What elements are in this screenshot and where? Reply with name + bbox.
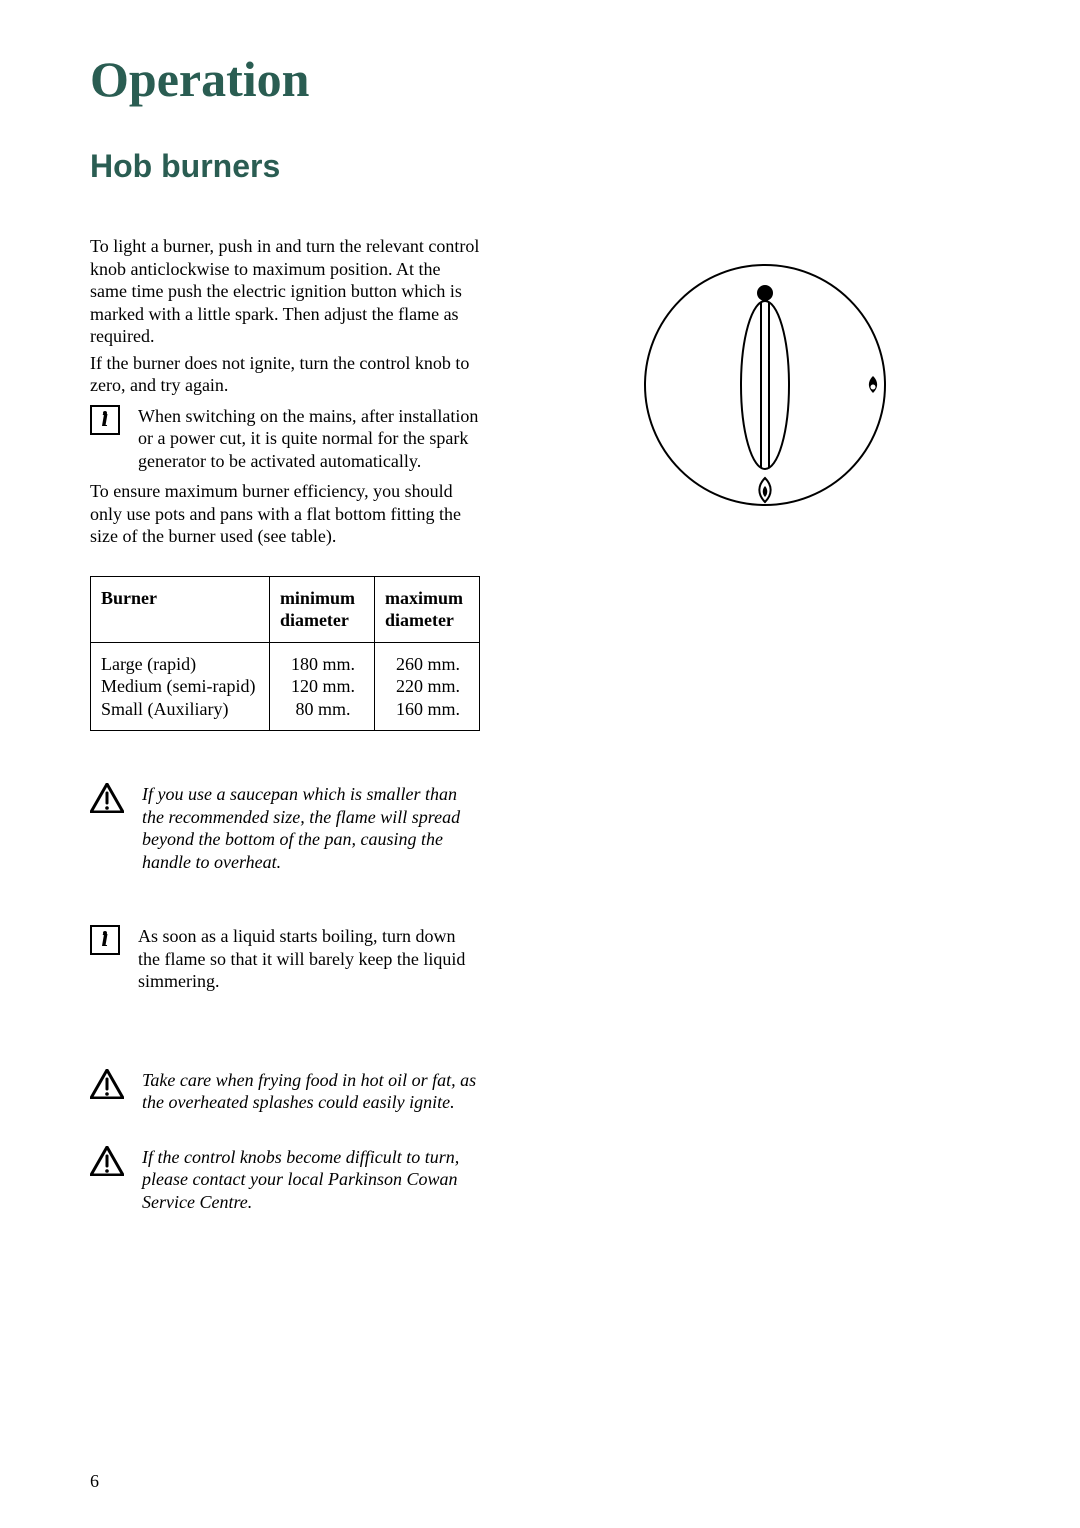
table-header: minimum diameter [269,576,374,642]
cell-text: 120 mm. [280,675,366,698]
info-note: When switching on the mains, after insta… [90,405,480,473]
warning-icon [90,1146,124,1176]
table-cell: Large (rapid) Medium (semi-rapid) Small … [91,642,270,731]
burner-size-table: Burner minimum diameter maximum diameter… [90,576,480,732]
info-text: As soon as a liquid starts boiling, turn… [138,925,480,993]
table-cell: 180 mm. 120 mm. 80 mm. [269,642,374,731]
table-cell: 260 mm. 220 mm. 160 mm. [374,642,479,731]
knob-off-dot-icon [757,285,773,301]
large-flame-icon [759,478,770,502]
warning-text: If the control knobs become difficult to… [142,1146,480,1214]
warning-text: If you use a saucepan which is smaller t… [142,783,480,873]
paragraph: To ensure maximum burner efficiency, you… [90,480,480,548]
info-icon [90,405,120,435]
table-row: Large (rapid) Medium (semi-rapid) Small … [91,642,480,731]
left-column: To light a burner, push in and turn the … [90,235,480,1213]
warning-note: Take care when frying food in hot oil or… [90,1069,480,1114]
info-text: When switching on the mains, after insta… [138,405,480,473]
warning-icon [90,1069,124,1099]
cell-text: 220 mm. [385,675,471,698]
warning-icon [90,783,124,813]
right-column [540,235,990,1213]
knob-grip-ellipse [741,301,789,469]
cell-text: 260 mm. [385,653,471,676]
page-title: Operation [90,50,990,108]
cell-text: Large (rapid) [101,653,261,676]
paragraph: To light a burner, push in and turn the … [90,235,480,348]
table-header-row: Burner minimum diameter maximum diameter [91,576,480,642]
table-header: Burner [91,576,270,642]
paragraph: If the burner does not ignite, turn the … [90,352,480,397]
warning-note: If the control knobs become difficult to… [90,1146,480,1214]
page-number: 6 [90,1471,99,1492]
info-note: As soon as a liquid starts boiling, turn… [90,925,480,993]
cell-text: 80 mm. [280,698,366,721]
warning-note: If you use a saucepan which is smaller t… [90,783,480,873]
cell-text: Medium (semi-rapid) [101,675,261,698]
cell-text: Small (Auxiliary) [101,698,261,721]
content-columns: To light a burner, push in and turn the … [90,235,990,1213]
manual-page: Operation Hob burners To light a burner,… [0,0,1080,1528]
control-knob-diagram [615,235,915,535]
warning-text: Take care when frying food in hot oil or… [142,1069,480,1114]
cell-text: 160 mm. [385,698,471,721]
cell-text: 180 mm. [280,653,366,676]
table-header: maximum diameter [374,576,479,642]
section-title: Hob burners [90,148,990,185]
small-flame-icon [869,376,877,393]
info-icon [90,925,120,955]
